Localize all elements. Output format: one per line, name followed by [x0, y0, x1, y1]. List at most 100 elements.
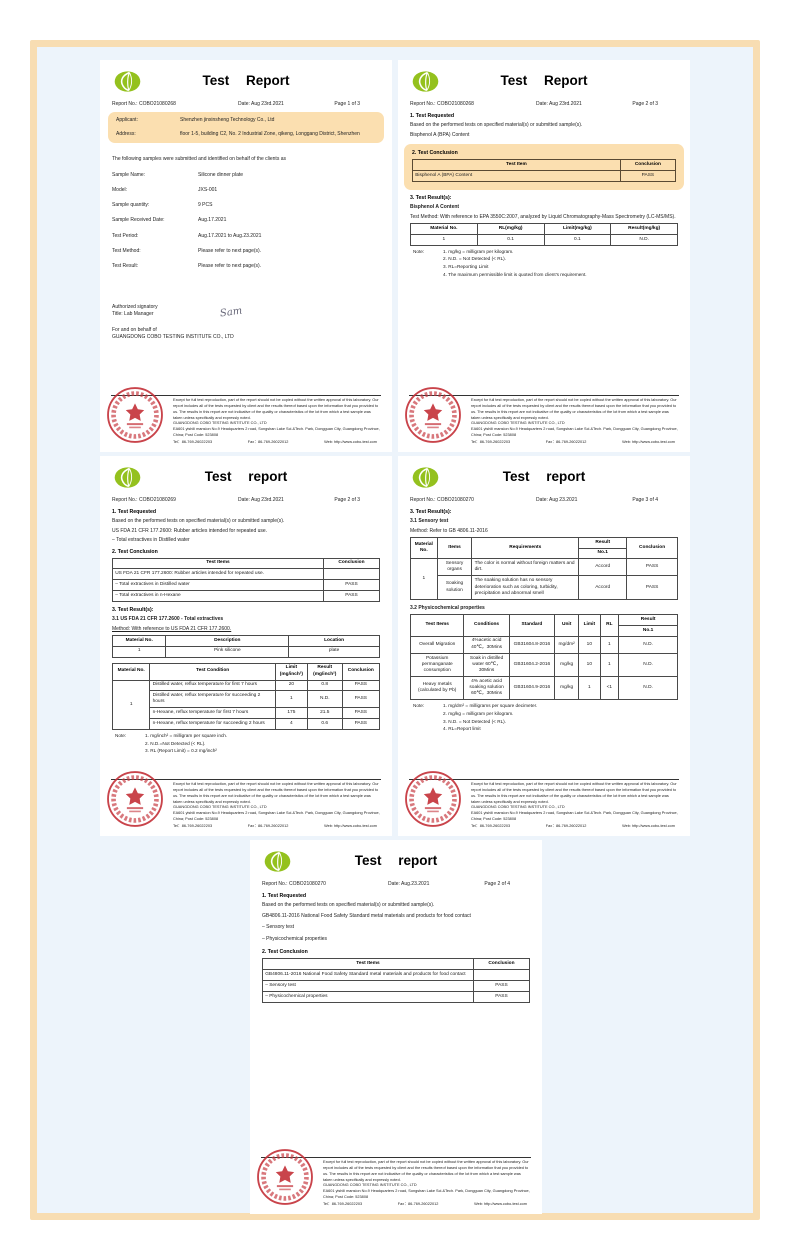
cobo-logo-icon: [412, 71, 439, 92]
report-no: Report No.: COBO21080270: [262, 881, 388, 888]
table-header-cell: Unit: [554, 614, 580, 637]
section-text: Based on the performed tests on specifie…: [112, 518, 285, 525]
method-line: Test Method: With reference to EPA 3550C…: [410, 213, 676, 220]
sensory-table: Material No. Items Requirements Result C…: [410, 536, 678, 600]
table-cell: US FDA 21 CFR 177.2600: Rubber articles …: [112, 568, 324, 581]
page-number: Page 3 of 4: [632, 497, 658, 503]
field-row: Sample quantity: 9 PCS: [112, 202, 380, 209]
page-number: Page 1 of 3: [334, 101, 360, 107]
footer-text: Except for full test reproduction, part …: [173, 398, 381, 446]
field-row: Sample Name: Silicone dinner plate: [112, 172, 380, 179]
applicant-value: Shenzhen jinxinsheng Technology Co., Ltd: [180, 117, 275, 124]
official-stamp-icon: [106, 386, 164, 444]
subsection-title: 3.1 Sensory test: [410, 518, 449, 525]
report-page-1: Test Report Report No.: COBO21080268 Dat…: [100, 60, 392, 452]
section-text: US FDA 21 CFR 177.2600: Rubber articles …: [112, 527, 268, 534]
report-no: Report No.: COBO21080268: [112, 101, 238, 108]
samples-intro: The following samples were submitted and…: [112, 156, 286, 163]
table-cell: [472, 969, 531, 981]
table-cell: 1: [111, 645, 167, 658]
table-header-cell: Material No.: [410, 222, 478, 235]
report-date: Date: Aug 23rd.2021: [535, 101, 582, 107]
table-cell: – Total extractives in n-Hexane: [112, 590, 324, 602]
table-header-cell: RL(mg/kg): [476, 222, 545, 235]
note-item: 1. mg/kg = milligram per kilogram.: [443, 248, 514, 254]
table-cell: Overall Migration: [409, 635, 465, 654]
note-item: 1. mg/inch² = milligram per square inch.: [145, 733, 228, 739]
table-cell: <1: [599, 676, 620, 701]
conclusion-table: Test Items Conclusion US FDA 21 CFR 177.…: [112, 557, 381, 602]
table-cell: Bisphenol A (BPA) Content: [412, 170, 621, 182]
footer-disclaimer: Except for full test reproduction, part …: [471, 398, 677, 420]
field-row: Sample Received Date: Aug.17.2021: [112, 217, 380, 224]
table-cell: N.D.: [618, 676, 678, 701]
table-cell: Sensory organs: [436, 558, 473, 577]
footer-fax: Fax：86-769-26022012: [397, 1202, 439, 1207]
report-page-4: Test report Report No.: COBO21080270 Dat…: [398, 456, 690, 836]
field-value: JXS-001: [198, 186, 218, 193]
report-date: Date: Aug.23.2021: [387, 881, 430, 887]
page-footer: Except for full test reproduction, part …: [261, 1157, 531, 1208]
section-title: 3. Test Result(s):: [112, 606, 154, 613]
section-text: – Sensory test: [262, 924, 294, 931]
table-header-cell: Requirements: [471, 536, 580, 560]
field-row: Model: JXS-001: [112, 187, 380, 194]
notes-block: Note: 1. mg/kg = milligram per kilogram.…: [410, 249, 678, 280]
applicant-label: Applicant:: [116, 117, 138, 124]
table-header-cell: Conclusion: [619, 159, 677, 172]
page-header: Test Report: [112, 70, 380, 94]
applicant-row: Applicant: Shenzhen jinxinsheng Technolo…: [116, 114, 376, 128]
page-header: Test report: [112, 466, 380, 490]
report-no-value: COBO21080268: [436, 101, 474, 107]
page-title: Test report: [502, 469, 586, 484]
table-header-cell: Material No.: [111, 662, 151, 681]
address-label: Address:: [116, 131, 136, 137]
section-title: 3. Test Result(s):: [410, 194, 452, 201]
table-cell: Potassium permanganate consumption: [409, 652, 465, 678]
table-cell: 1: [410, 233, 478, 246]
conclusion-cell: PASS: [619, 170, 677, 182]
field-row: Test Method: Please refer to next page(s)…: [112, 248, 380, 255]
note-label: Note:: [115, 733, 127, 739]
applicant-highlight: Applicant: Shenzhen jinxinsheng Technolo…: [108, 111, 384, 144]
table-header-cell: RL: [599, 614, 620, 637]
table-cell: mg/dm²: [554, 635, 580, 654]
field-value: 9 PCS: [198, 202, 213, 208]
page-header: Test report: [410, 466, 678, 490]
official-stamp-icon: [256, 1148, 314, 1206]
method-line: Method: Refer to GB 4806.11-2016: [410, 527, 488, 534]
page-title: Test report: [204, 469, 288, 484]
table-cell: Heavy metals (calculated by Pb): [409, 676, 465, 701]
method-line: Method: With reference to US FDA 21 CFR …: [112, 625, 232, 632]
table-header-cell: Test Condition: [149, 662, 276, 681]
report-no-value: COBO21080268: [138, 101, 176, 107]
cobo-logo-icon: [264, 851, 291, 872]
subsection-title: 3.1 US FDA 21 CFR 177.2600 - Total extra…: [112, 616, 224, 623]
table-header-cell: Conclusion: [626, 536, 678, 560]
address-value: floor 1-5, building C2, No. 2 Industrial…: [180, 131, 360, 137]
section-text: Based on the performed tests on specifie…: [410, 122, 583, 129]
conclusion-cell: PASS: [341, 707, 381, 720]
signature: Sam: [219, 305, 243, 320]
table-cell: 20: [274, 679, 308, 692]
note-item: 2. N.D.=Not Detected (< RL).: [145, 740, 206, 746]
footer-fax: Fax：86-769-26022012: [247, 440, 289, 445]
table-cell: n-Hexane, reflux temperature for succeed…: [149, 718, 276, 731]
field-row: Test Period: Aug.17.2021 to Aug.23.2021: [112, 233, 380, 240]
page-footer: Except for full test reproduction, part …: [409, 395, 679, 446]
authorized-signatory: Authorized signatory: [112, 303, 158, 310]
table-cell: GB4806.11-2016 National Food Safety Stan…: [262, 969, 474, 981]
footer-text: Except for full test reproduction, part …: [471, 782, 679, 830]
report-meta: Report No.: COBO21080268 Date: Aug 23rd.…: [410, 101, 678, 108]
section-text: Bisphenol A (BPA) Content: [410, 131, 470, 138]
section-title: 2. Test Conclusion: [112, 548, 158, 555]
table-cell: 0.1: [543, 233, 612, 246]
page-title: Test report: [354, 853, 438, 868]
report-no-label: Report No.:: [410, 101, 436, 107]
report-no-value: COBO21080269: [138, 497, 176, 503]
report-no: Report No.: COBO21080270: [410, 497, 536, 504]
footer-tel: Tel：86-769-26022203: [471, 440, 511, 445]
table-cell: Accord: [578, 558, 628, 577]
notes-block: Note: 1. mg/dm² = milligrams per square …: [410, 703, 678, 734]
table-cell: 1: [599, 652, 620, 678]
